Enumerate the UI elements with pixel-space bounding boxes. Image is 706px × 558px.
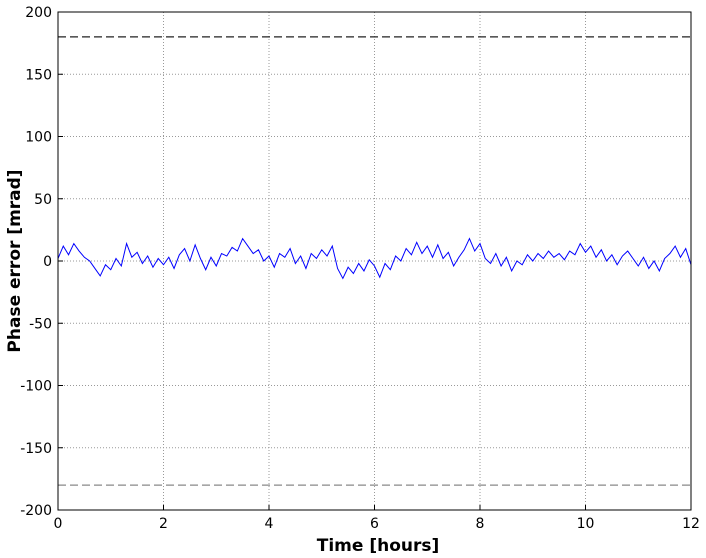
x-tick-label: 8 [476,516,485,532]
y-tick-label: 150 [25,67,52,83]
y-tick-label: 50 [34,192,52,208]
y-tick-label: 200 [25,5,52,21]
x-tick-label: 0 [54,516,63,532]
x-tick-label: 2 [159,516,168,532]
plot-frame [57,11,692,511]
y-tick-label: 100 [25,130,52,146]
y-tick-label: -150 [20,441,52,457]
y-tick-label: -200 [20,503,52,519]
x-tick-label: 10 [577,516,595,532]
y-tick-label: 0 [43,254,52,270]
data-line [57,237,692,280]
y-tick-label: -50 [29,316,52,332]
x-tick-label: 6 [370,516,379,532]
x-tick-label: 12 [682,516,700,532]
y-axis-label: Phase error [mrad] [5,169,25,352]
y-tick-label: -100 [20,379,52,395]
x-axis-label: Time [hours] [317,536,440,556]
x-tick-label: 4 [265,516,274,532]
